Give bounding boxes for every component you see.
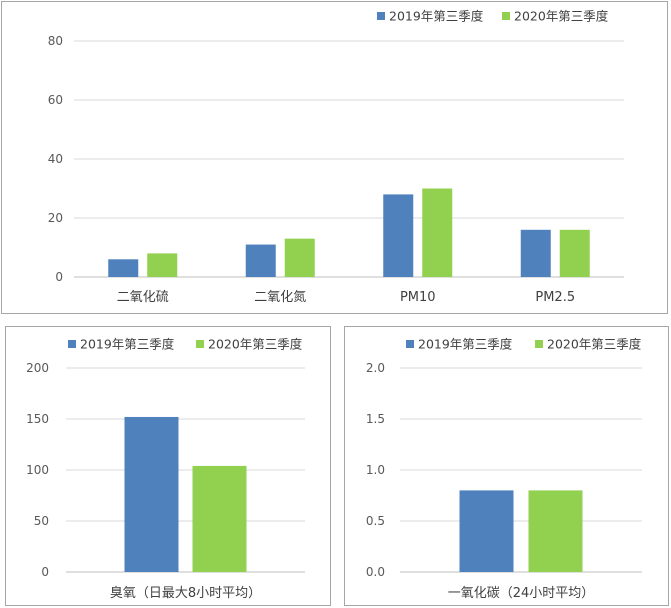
- bar-2020: [147, 253, 178, 277]
- bar-2020: [284, 238, 315, 277]
- y-tick-label: 1.0: [366, 463, 385, 477]
- category-label: 臭氧（日最大8小时平均）: [110, 586, 261, 601]
- legend-swatch: [406, 340, 414, 348]
- legend-swatch: [196, 340, 204, 348]
- y-tick-label: 2.0: [366, 361, 385, 375]
- legend-swatch: [68, 340, 76, 348]
- y-tick-label: 50: [34, 514, 49, 528]
- bar-2019: [124, 416, 179, 572]
- category-label: 二氧化硫: [117, 290, 169, 305]
- bar-2019: [520, 229, 551, 277]
- bar-2020: [422, 188, 453, 277]
- category-label: 二氧化氮: [254, 290, 306, 305]
- legend-label: 2019年第三季度: [80, 337, 175, 352]
- chart-panel-ozone: 0 50 100 150 200 臭氧（日最大8小时平均） 2019年第三季度 2020年第三…: [5, 326, 331, 606]
- y-tick-label: 60: [48, 93, 63, 107]
- chart-svg-top: 0 20 40 60 80 二氧化硫 二氧化氮 PM10 PM2.5 2019年第三季度 2020年…: [48, 9, 624, 305]
- y-tick-label: 0: [55, 270, 63, 284]
- legend-label: 2019年第三季度: [418, 337, 513, 352]
- legend-label: 2019年第三季度: [389, 9, 484, 24]
- chart-panel-co: 0.0 0.5 1.0 1.5 2.0 一氧化碳（24小时平均） 2019年第三季度 2020…: [344, 326, 669, 606]
- legend-label: 2020年第三季度: [547, 337, 642, 352]
- bar-2019: [383, 194, 414, 277]
- category-label: PM10: [400, 290, 436, 305]
- legend-swatch: [502, 12, 510, 20]
- chart-svg-co: 0.0 0.5 1.0 1.5 2.0 一氧化碳（24小时平均） 2019年第三季度 2020…: [366, 337, 642, 601]
- bar-2020: [559, 229, 590, 277]
- legend-swatch: [535, 340, 543, 348]
- chart-svg-ozone: 0 50 100 150 200 臭氧（日最大8小时平均） 2019年第三季度 2020年第三…: [26, 337, 305, 601]
- bar-2020: [528, 490, 583, 572]
- y-tick-label: 40: [48, 152, 63, 166]
- chart-panel-top: 0 20 40 60 80 二氧化硫 二氧化氮 PM10 PM2.5 2019年第三季度 2020年…: [1, 1, 668, 314]
- legend-label: 2020年第三季度: [208, 337, 303, 352]
- legend-label: 2020年第三季度: [514, 9, 609, 24]
- y-tick-label: 20: [48, 211, 63, 225]
- legend-swatch: [377, 12, 385, 20]
- bar-2019: [245, 244, 276, 277]
- y-tick-label: 0.5: [366, 514, 385, 528]
- y-tick-label: 0: [41, 565, 49, 579]
- bar-2019: [108, 259, 139, 277]
- y-tick-label: 150: [26, 412, 49, 426]
- y-tick-label: 200: [26, 361, 49, 375]
- bar-2020: [192, 465, 247, 572]
- y-tick-label: 80: [48, 34, 63, 48]
- y-tick-label: 100: [26, 463, 49, 477]
- category-label: PM2.5: [535, 290, 575, 305]
- bar-2019: [459, 490, 514, 572]
- y-tick-label: 1.5: [366, 412, 385, 426]
- category-label: 一氧化碳（24小时平均）: [448, 586, 595, 601]
- y-tick-label: 0.0: [366, 565, 385, 579]
